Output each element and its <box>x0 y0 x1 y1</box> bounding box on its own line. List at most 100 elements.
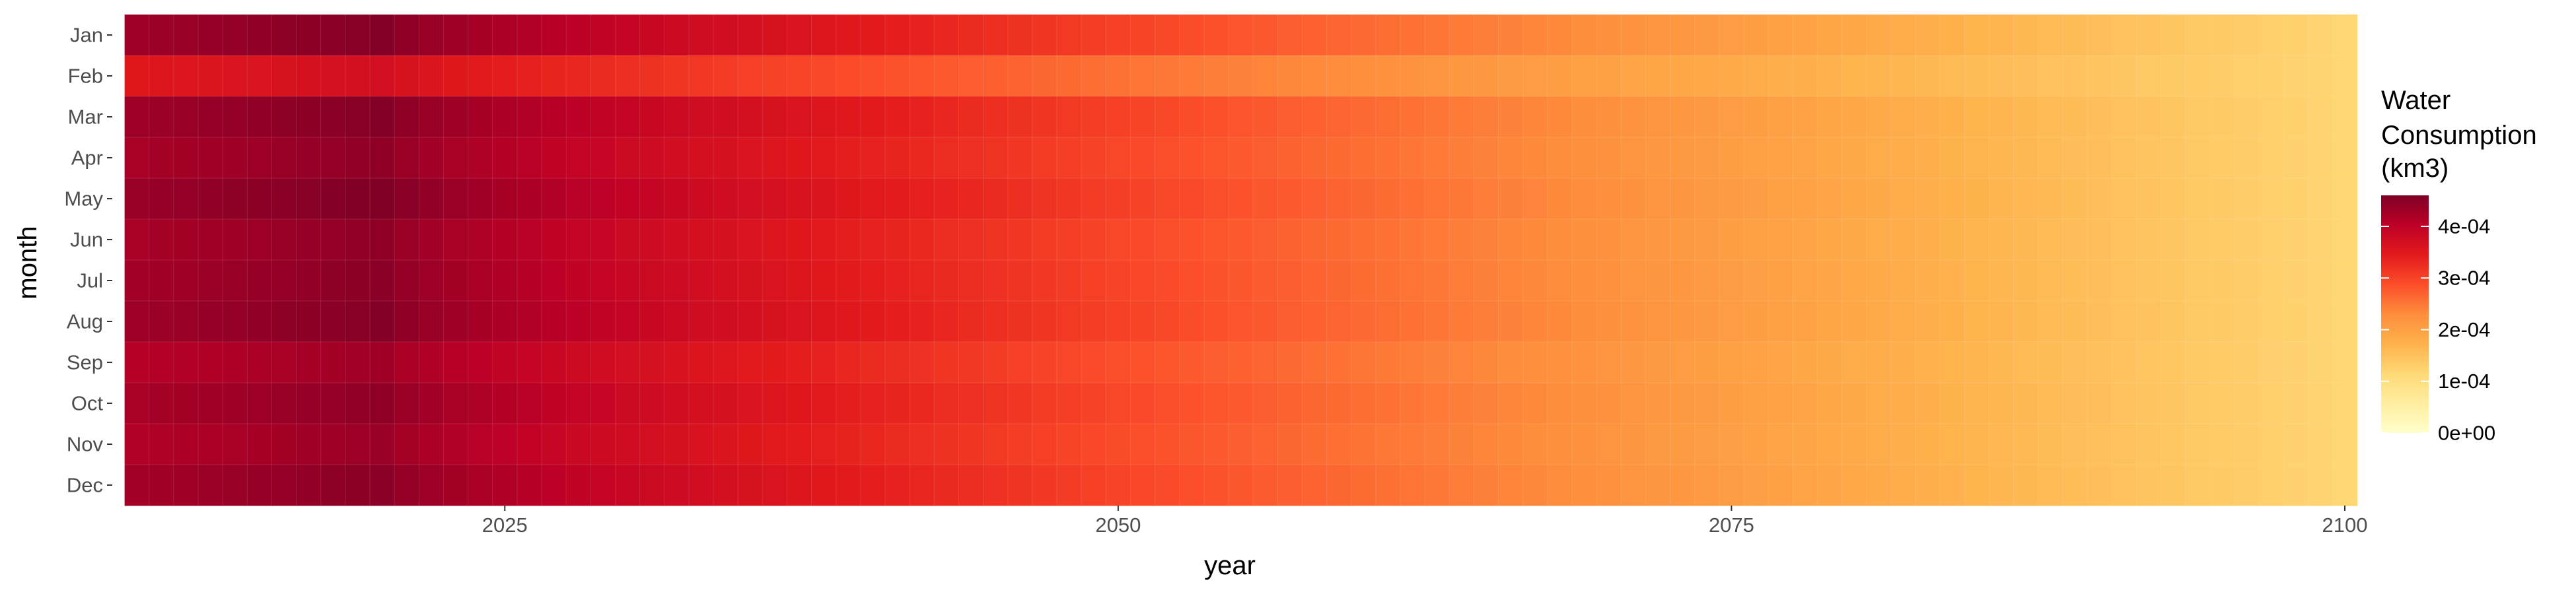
heatmap-cell <box>2185 15 2211 56</box>
heatmap-cell <box>223 465 248 506</box>
heatmap-cell <box>910 137 935 179</box>
heatmap-cell <box>1572 301 1597 343</box>
heatmap-cell <box>542 424 567 465</box>
heatmap-cell <box>983 383 1009 424</box>
heatmap-cell <box>1694 301 1720 343</box>
heatmap-cell <box>320 15 346 56</box>
heatmap-cell <box>1155 301 1180 343</box>
heatmap-cell <box>836 15 861 56</box>
heatmap-cell <box>1572 219 1597 261</box>
heatmap-cell <box>1253 178 1278 220</box>
heatmap-cell <box>1866 260 1892 302</box>
heatmap-cell <box>320 301 346 343</box>
heatmap-cell <box>320 260 346 302</box>
heatmap-cell <box>1890 260 1916 302</box>
heatmap-cell <box>223 301 248 343</box>
heatmap-cell <box>271 424 297 465</box>
heatmap-cell <box>198 55 223 97</box>
heatmap-cell <box>615 15 641 56</box>
heatmap-cell <box>1842 55 1867 97</box>
heatmap-cell <box>1277 178 1303 220</box>
heatmap-cell <box>1179 465 1205 506</box>
heatmap-cell <box>1106 424 1131 465</box>
legend-colorbar <box>2381 195 2429 433</box>
heatmap-cell <box>1277 383 1303 424</box>
heatmap-cell <box>713 219 738 261</box>
heatmap-cell <box>1007 342 1033 383</box>
heatmap-cell <box>1106 342 1131 383</box>
heatmap-cell <box>2234 96 2260 138</box>
heatmap-cell <box>1155 424 1180 465</box>
heatmap-cell <box>1522 301 1548 343</box>
heatmap-cell <box>1302 383 1328 424</box>
heatmap-cell <box>738 178 763 220</box>
heatmap-cell <box>1866 137 1892 179</box>
heatmap-cell <box>2013 96 2039 138</box>
heatmap-cell <box>2161 178 2186 220</box>
heatmap-cell <box>1572 465 1597 506</box>
heatmap-cell <box>2234 55 2260 97</box>
heatmap-cell <box>1057 15 1082 56</box>
heatmap-cell <box>2062 424 2088 465</box>
heatmap-cell <box>1842 178 1867 220</box>
heatmap-cell <box>2234 15 2260 56</box>
heatmap-cell <box>1106 301 1131 343</box>
heatmap-cell <box>1400 96 1425 138</box>
heatmap-cell <box>2087 383 2112 424</box>
heatmap-cell <box>247 96 273 138</box>
heatmap-cell <box>1007 301 1033 343</box>
heatmap-cell <box>860 137 886 179</box>
heatmap-cell <box>713 342 738 383</box>
heatmap-cell <box>1032 260 1057 302</box>
y-axis-title: month <box>13 226 42 299</box>
heatmap-cell <box>910 219 935 261</box>
heatmap-cell <box>1155 260 1180 302</box>
heatmap-cell <box>1572 424 1597 465</box>
heatmap-cell <box>394 465 419 506</box>
heatmap-cell <box>1425 301 1450 343</box>
heatmap-cell <box>1744 15 1769 56</box>
heatmap-cell <box>1106 178 1131 220</box>
heatmap-cell <box>1940 301 1965 343</box>
heatmap-cell <box>590 55 616 97</box>
heatmap-cell <box>1694 424 1720 465</box>
heatmap-cell <box>566 55 591 97</box>
heatmap-cell <box>1179 96 1205 138</box>
heatmap-cell <box>370 342 395 383</box>
heatmap-cell <box>836 383 861 424</box>
heatmap-cell <box>2013 137 2039 179</box>
heatmap-cell <box>517 178 542 220</box>
heatmap-cell <box>2136 15 2162 56</box>
heatmap-cell <box>738 15 763 56</box>
heatmap-cell <box>1645 301 1671 343</box>
heatmap-cell <box>1449 465 1475 506</box>
heatmap-cell <box>1032 96 1057 138</box>
heatmap-cell <box>713 96 738 138</box>
heatmap-cell <box>173 424 199 465</box>
heatmap-cell <box>1474 383 1499 424</box>
heatmap-cell <box>762 219 788 261</box>
legend-ticks: 4e-04 3e-04 2e-04 1e-04 0e+00 <box>2381 214 2495 445</box>
heatmap-cell <box>1768 15 1793 56</box>
heatmap-cell <box>615 55 641 97</box>
heatmap-cell <box>370 55 395 97</box>
heatmap-cell <box>2332 219 2358 261</box>
heatmap-cell <box>664 465 690 506</box>
heatmap-cell <box>2038 178 2063 220</box>
heatmap-cell <box>910 178 935 220</box>
heatmap-cell <box>370 424 395 465</box>
heatmap-cell <box>1032 383 1057 424</box>
heatmap-cell <box>1229 96 1254 138</box>
heatmap-cell <box>1375 219 1401 261</box>
heatmap-cell <box>811 465 837 506</box>
heatmap-cell <box>2332 15 2358 56</box>
heatmap-cell <box>811 219 837 261</box>
heatmap-cell <box>149 15 174 56</box>
heatmap-cell <box>1572 96 1597 138</box>
heatmap-cell <box>1744 96 1769 138</box>
legend-title-line-1: Water <box>2381 86 2451 115</box>
heatmap-cell <box>1522 96 1548 138</box>
heatmap-cell <box>1425 424 1450 465</box>
heatmap-cell <box>394 301 419 343</box>
heatmap-cell <box>836 219 861 261</box>
